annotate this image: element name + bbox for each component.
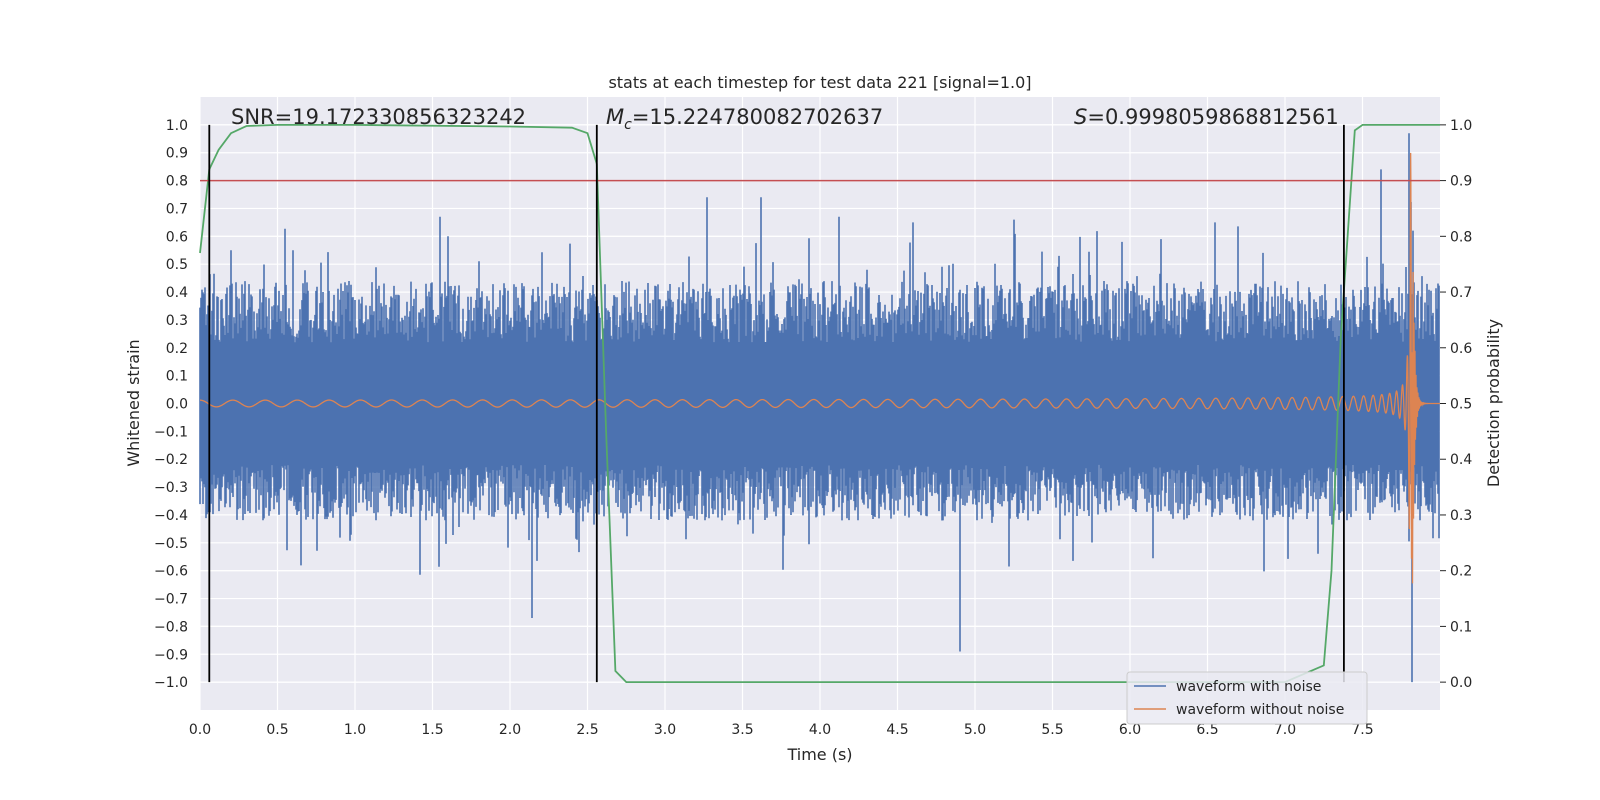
y-tick-label: 0.9 xyxy=(166,146,188,162)
chirp-mass-annotation: Mc=15.224780082702637 xyxy=(606,105,883,133)
y-tick-label: 0.2 xyxy=(166,341,188,357)
y2-tick-label: 0.4 xyxy=(1450,452,1472,468)
y-tick-label: 1.0 xyxy=(166,118,188,134)
y-tick-label: −0.9 xyxy=(154,647,188,663)
x-tick-label: 2.5 xyxy=(576,722,598,738)
y-tick-label: −0.6 xyxy=(154,564,188,580)
x-axis-label: Time (s) xyxy=(786,745,852,764)
y2-tick-label: 0.6 xyxy=(1450,341,1472,357)
chirp-mass-value: =15.224780082702637 xyxy=(632,105,883,129)
x-tick-label: 6.5 xyxy=(1196,722,1218,738)
y2-tick-label: 0.8 xyxy=(1450,229,1472,245)
chirp-mass-subscript: c xyxy=(624,117,632,133)
y2-tick-label: 0.2 xyxy=(1450,564,1472,580)
x-tick-label: 4.0 xyxy=(809,722,831,738)
y-tick-label: 0.6 xyxy=(166,229,188,245)
s-symbol: S xyxy=(1074,105,1087,129)
y2-tick-label: 0.0 xyxy=(1450,675,1472,691)
s-annotation: S=0.9998059868812561 xyxy=(1074,105,1339,129)
x-tick-label: 5.5 xyxy=(1041,722,1063,738)
x-tick-label: 4.5 xyxy=(886,722,908,738)
s-value: =0.9998059868812561 xyxy=(1087,105,1338,129)
y-tick-label: −0.2 xyxy=(154,452,188,468)
y-tick-label: 0.0 xyxy=(166,397,188,413)
y-tick-label: 0.7 xyxy=(166,201,188,217)
x-tick-label: 0.5 xyxy=(266,722,288,738)
x-tick-label: 7.5 xyxy=(1351,722,1373,738)
legend-box xyxy=(1126,671,1368,725)
y2-tick-label: 0.5 xyxy=(1450,397,1472,413)
x-tick-label: 6.0 xyxy=(1119,722,1141,738)
legend: waveform with noise waveform without noi… xyxy=(1126,671,1368,725)
snr-annotation: SNR=19.172330856323242 xyxy=(231,105,526,129)
x-tick-label: 5.0 xyxy=(964,722,986,738)
y-tick-label: 0.8 xyxy=(166,174,188,190)
series-waveform-without-noise xyxy=(200,152,1440,584)
legend-label-noise: waveform with noise xyxy=(1176,679,1321,695)
series-waveform-with-noise xyxy=(199,133,1440,683)
y-tick-label: −0.5 xyxy=(154,536,188,552)
y2-tick-label: 0.1 xyxy=(1450,619,1472,635)
x-tick-label: 0.0 xyxy=(189,722,211,738)
y-tick-label: −0.4 xyxy=(154,508,188,524)
series-detection-probability xyxy=(199,124,1440,683)
y-tick-label: 0.1 xyxy=(166,369,188,385)
x-tick-label: 1.5 xyxy=(421,722,443,738)
chirp-mass-symbol: M xyxy=(606,105,624,129)
y-tick-label: 0.3 xyxy=(166,313,188,329)
y2-tick-label: 0.7 xyxy=(1450,285,1472,301)
x-tick-label: 3.5 xyxy=(731,722,753,738)
y-tick-label: 0.5 xyxy=(166,257,188,273)
clean-waveform-line xyxy=(200,152,1440,584)
y2-tick-label: 1.0 xyxy=(1450,118,1472,134)
y2-tick-label: 0.9 xyxy=(1450,174,1472,190)
y-tick-label: 0.4 xyxy=(166,285,188,301)
y-tick-label: −0.1 xyxy=(154,424,188,440)
y-tick-label: −0.3 xyxy=(154,480,188,496)
noise-waveform-line xyxy=(199,133,1440,683)
chart-title: stats at each timestep for test data 221… xyxy=(608,73,1031,92)
x-tick-label: 3.0 xyxy=(654,722,676,738)
y-tick-label: −0.7 xyxy=(154,592,188,608)
x-tick-label: 7.0 xyxy=(1274,722,1296,738)
probability-line xyxy=(199,124,1440,683)
x-tick-label: 2.0 xyxy=(499,722,521,738)
y2-axis-label: Detection probability xyxy=(1484,319,1503,487)
y2-tick-label: 0.3 xyxy=(1450,508,1472,524)
legend-label-clean: waveform without noise xyxy=(1176,702,1344,718)
y-tick-label: −0.8 xyxy=(154,619,188,635)
y-axis-label: Whitened strain xyxy=(124,339,143,466)
y-tick-label: −1.0 xyxy=(154,675,188,691)
ticks: 0.0 0.5 1.0 1.5 2.0 2.5 3.0 3.5 4.0 4.5 5.0 5.5 6.0 6… xyxy=(154,118,1472,738)
x-tick-label: 1.0 xyxy=(344,722,366,738)
overlays xyxy=(200,124,1440,683)
